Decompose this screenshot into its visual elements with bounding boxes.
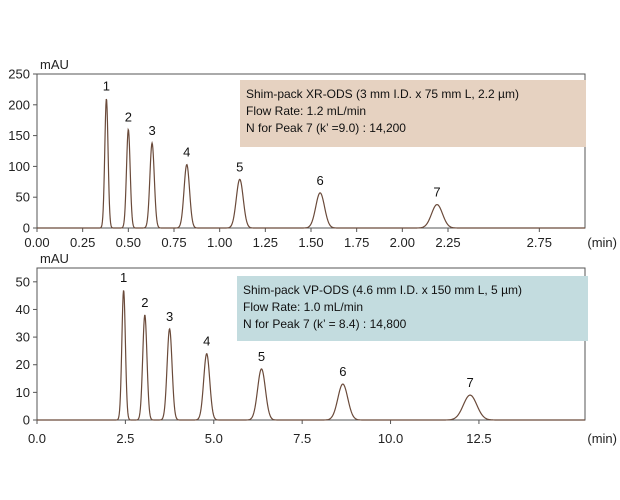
peak-label: 5 (258, 349, 265, 364)
y-tick-label: 20 (16, 357, 30, 372)
info-line: Flow Rate: 1.0 mL/min (243, 300, 363, 314)
y-tick-label: 10 (16, 385, 30, 400)
chromatogram-trace (37, 98, 585, 229)
y-tick-label: 150 (8, 128, 30, 143)
info-line: Flow Rate: 1.2 mL/min (246, 104, 366, 118)
peak-label: 7 (433, 185, 440, 200)
chart-panel-1: 0 50 100 150 200 250 0.00 0.25 0.50 0.75 1.00 1.25 1… (8, 57, 617, 250)
info-box (237, 276, 588, 341)
x-tick-label: 1.25 (253, 235, 278, 250)
peak-label: 1 (103, 79, 110, 94)
x-tick-label: 0.0 (28, 431, 46, 446)
peak-label: 6 (339, 364, 346, 379)
chart-panel-2: 0 10 20 30 40 50 0.0 2.5 5.0 7.5 10.0 12.5 mAU (min) 1… (16, 251, 617, 446)
info-line: N for Peak 7 (k’ =9.0) : 14,200 (246, 121, 406, 135)
peak-label: 5 (236, 159, 243, 174)
x-tick-label: 10.0 (378, 431, 403, 446)
x-tick-label: 2.5 (116, 431, 134, 446)
x-axis-unit: (min) (587, 431, 617, 446)
x-tick-label: 7.5 (293, 431, 311, 446)
peak-label: 3 (166, 309, 173, 324)
y-axis-unit: mAU (40, 57, 69, 72)
y-tick-label: 250 (8, 67, 30, 82)
x-tick-label: 5.0 (205, 431, 223, 446)
y-tick-label: 50 (16, 274, 30, 289)
info-line: Shim-pack XR-ODS (3 mm I.D. x 75 mm L, 2… (246, 87, 519, 101)
peak-label: 2 (141, 295, 148, 310)
peak-label: 4 (183, 145, 190, 160)
x-tick-label: 2.75 (527, 235, 552, 250)
peak-label: 6 (317, 173, 324, 188)
info-line: Shim-pack VP-ODS (4.6 mm I.D. x 150 mm L… (243, 283, 522, 297)
y-axis-unit: mAU (40, 251, 69, 266)
x-axis-unit: (min) (587, 235, 617, 250)
y-tick-label: 0 (23, 221, 30, 236)
peak-label: 7 (466, 375, 473, 390)
y-tick-label: 100 (8, 159, 30, 174)
y-tick-label: 50 (16, 190, 30, 205)
info-box (240, 80, 586, 147)
x-tick-label: 0.50 (116, 235, 141, 250)
y-tick-label: 0 (23, 413, 30, 428)
x-tick-label: 2.25 (435, 235, 460, 250)
x-tick-label: 12.5 (466, 431, 491, 446)
peak-label: 4 (203, 334, 210, 349)
y-tick-label: 200 (8, 97, 30, 112)
x-tick-label: 0.75 (161, 235, 186, 250)
x-tick-label: 1.75 (344, 235, 369, 250)
info-line: N for Peak 7 (k’ = 8.4) : 14,800 (243, 317, 407, 331)
x-tick-label: 0.00 (24, 235, 49, 250)
peak-label: 3 (148, 123, 155, 138)
y-tick-label: 40 (16, 302, 30, 317)
x-tick-label: 1.50 (298, 235, 323, 250)
peak-label: 1 (120, 270, 127, 285)
peak-label: 2 (125, 109, 132, 124)
chromatogram-trace (37, 290, 585, 421)
y-tick-label: 30 (16, 330, 30, 345)
x-tick-label: 1.00 (207, 235, 232, 250)
x-tick-label: 2.00 (390, 235, 415, 250)
x-tick-label: 0.25 (70, 235, 95, 250)
